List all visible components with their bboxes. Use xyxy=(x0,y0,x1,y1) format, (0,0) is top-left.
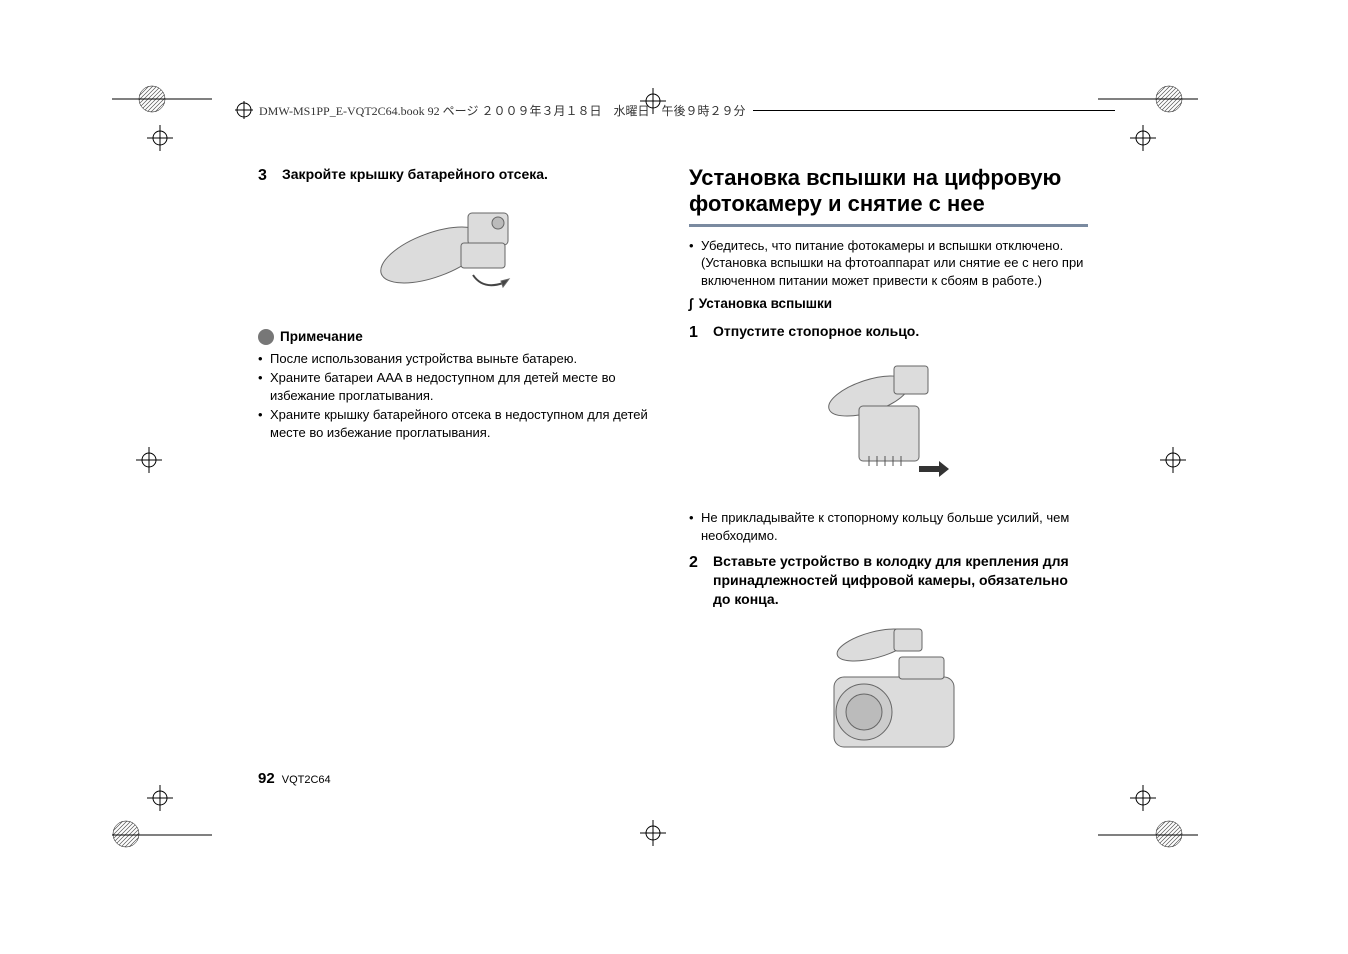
bullet-text: Храните крышку батарейного отсека в недо… xyxy=(270,406,657,441)
step-text: Отпустите стопорное кольцо. xyxy=(713,322,1088,341)
step-number: 1 xyxy=(689,322,703,344)
step-number: 2 xyxy=(689,552,703,574)
step-text: Вставьте устройство в колодку для крепле… xyxy=(713,552,1088,609)
step-3: 3 Закройте крышку батарейного отсека. xyxy=(258,165,657,187)
sub-head-text: Установка вспышки xyxy=(699,295,832,313)
column-right: Установка вспышки на цифровую фотокамеру… xyxy=(689,165,1088,780)
reg-tick xyxy=(1098,834,1198,836)
note-icon xyxy=(258,329,274,345)
header-text: DMW-MS1PP_E-VQT2C64.book 92 ページ ２００９年３月１… xyxy=(259,102,745,119)
reg-tick xyxy=(112,98,212,100)
crosshair-icon xyxy=(1160,447,1186,473)
illustration-attach-camera xyxy=(689,617,1088,762)
crosshair-icon xyxy=(1130,125,1156,151)
bullet-text: Не прикладывайте к стопорному кольцу бол… xyxy=(701,509,1088,544)
crosshair-icon xyxy=(640,820,666,846)
bullet-text: Убедитесь, что питание фотокамеры и вспы… xyxy=(701,237,1088,290)
page-footer: 92 VQT2C64 xyxy=(258,770,331,787)
crosshair-icon xyxy=(147,785,173,811)
note-bullet: •Храните крышку батарейного отсека в нед… xyxy=(258,406,657,441)
square-bullet-icon: ∫ xyxy=(689,295,693,313)
step-number: 3 xyxy=(258,165,272,187)
illustration-battery-cover xyxy=(258,195,657,310)
crosshair-icon xyxy=(147,125,173,151)
illustration-release-ring xyxy=(689,351,1088,491)
section-title: Установка вспышки на цифровую фотокамеру… xyxy=(689,165,1088,218)
sub-heading: ∫ Установка вспышки xyxy=(689,295,1088,313)
note-bullet: •После использования устройства выньте б… xyxy=(258,350,657,368)
note-bullet: •Храните батареи AAA в недоступном для д… xyxy=(258,369,657,404)
page-number: 92 xyxy=(258,770,275,787)
step-text: Закройте крышку батарейного отсека. xyxy=(282,165,657,184)
page-body: 3 Закройте крышку батарейного отсека. Пр… xyxy=(258,165,1088,780)
note-heading: Примечание xyxy=(258,328,657,346)
column-left: 3 Закройте крышку батарейного отсека. Пр… xyxy=(258,165,657,780)
bullet-text: После использования устройства выньте ба… xyxy=(270,350,577,368)
crosshair-icon xyxy=(1130,785,1156,811)
intro-bullet: •Убедитесь, что питание фотокамеры и всп… xyxy=(689,237,1088,290)
note-label: Примечание xyxy=(280,328,363,346)
doc-code: VQT2C64 xyxy=(282,774,331,786)
reg-tick xyxy=(112,834,212,836)
print-header: DMW-MS1PP_E-VQT2C64.book 92 ページ ２００９年３月１… xyxy=(235,100,1115,120)
step-2: 2 Вставьте устройство в колодку для креп… xyxy=(689,552,1088,609)
crosshair-icon xyxy=(136,447,162,473)
caution-bullet: •Не прикладывайте к стопорному кольцу бо… xyxy=(689,509,1088,544)
step-1: 1 Отпустите стопорное кольцо. xyxy=(689,322,1088,344)
bullet-text: Храните батареи AAA в недоступном для де… xyxy=(270,369,657,404)
title-underline xyxy=(689,224,1088,227)
